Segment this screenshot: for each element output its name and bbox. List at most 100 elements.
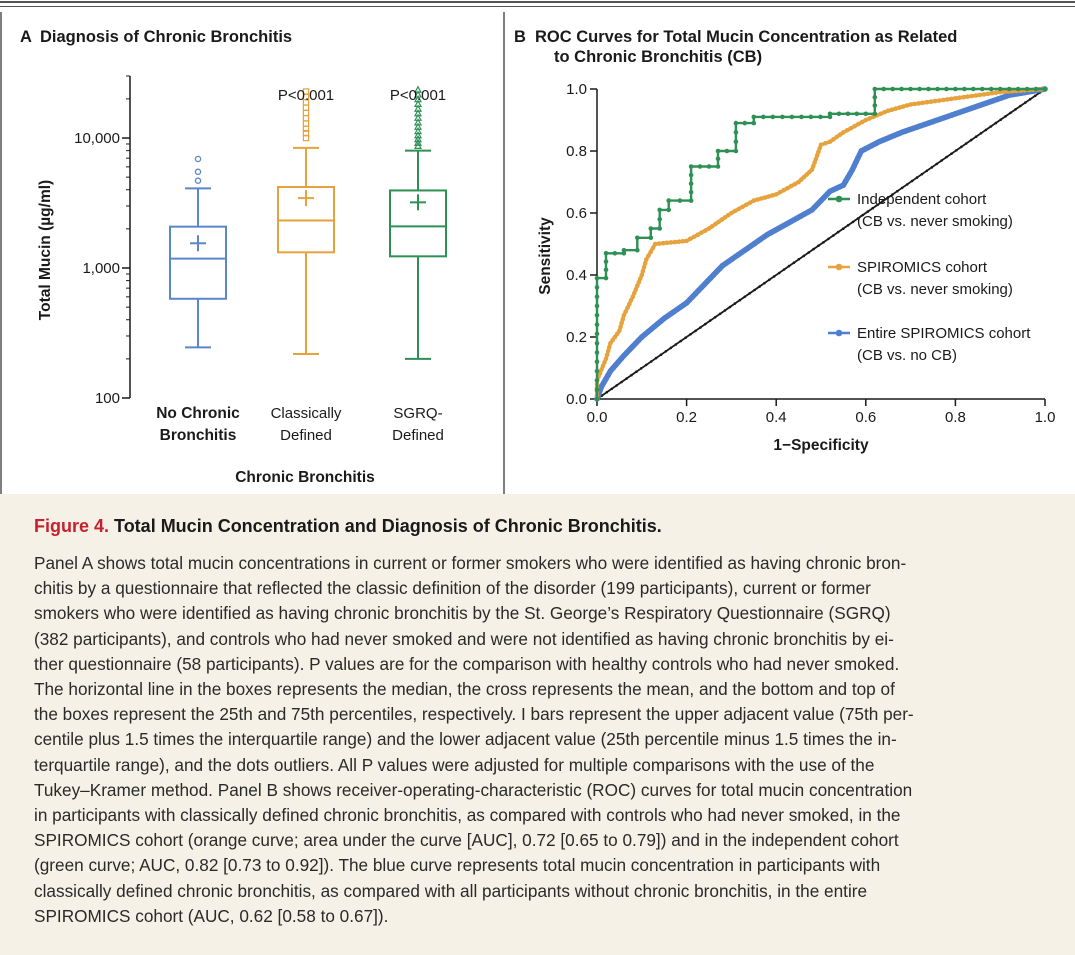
panel-b-point [979, 132, 983, 135]
panel-b-point [792, 261, 796, 264]
panel-a-y-tick-label: 10,000 [74, 130, 120, 147]
panel-b-point [723, 309, 727, 312]
panel-a-outlier [194, 177, 202, 184]
top-rule [0, 1, 1075, 3]
panel-b-point [891, 193, 894, 196]
panel-b-point [603, 267, 609, 273]
panel-b-point [993, 90, 999, 95]
panel-b-point [677, 198, 683, 203]
panel-b-point [738, 298, 742, 302]
panel-b-point [1024, 101, 1027, 104]
panel-b-point [792, 181, 798, 187]
panel-b-point [640, 268, 646, 274]
panel-b-xlabel: 1−Specificity [773, 437, 869, 454]
panel-b-point [676, 239, 682, 244]
panel-b-point [649, 360, 653, 363]
panel-b-point [688, 236, 693, 242]
panel-b-point [605, 390, 609, 394]
panel-b-title-line1: ROC Curves for Total Mucin Concentration… [535, 28, 957, 46]
panel-b-point [856, 217, 860, 220]
panel-b-point [916, 101, 921, 106]
panel-b-point [928, 99, 934, 104]
panel-b-point [709, 224, 715, 229]
panel-a-outlier [302, 88, 310, 95]
panel-b-point [785, 185, 790, 191]
panel-b-point [981, 92, 987, 97]
panel-a-outlier [413, 122, 423, 130]
panel-b-x-tick-label: 0.4 [766, 409, 787, 426]
panel-b-point [897, 105, 902, 110]
panel-b-point [625, 377, 628, 380]
panel-b-point [827, 139, 833, 144]
panel-b-legend-marker [835, 329, 843, 337]
panel-b-y-tick-label: 1.0 [566, 81, 587, 98]
panel-a-xlabel: Chronic Bronchitis [235, 469, 375, 486]
caption-line: classically defined chronic bronchitis, … [34, 880, 868, 901]
panel-b-point [689, 333, 692, 336]
caption-line: in participants with classically defined… [34, 805, 901, 826]
panel-b-point [708, 319, 712, 322]
panel-b-point [872, 95, 878, 100]
panel-a-category-label: SGRQ- [393, 405, 442, 422]
panel-a-outlier [413, 90, 423, 98]
panel-b-point [985, 91, 991, 97]
panel-b-point [697, 164, 703, 169]
panel-b-point [940, 97, 946, 103]
panel-b-point [852, 123, 857, 129]
panel-b-point [789, 114, 795, 120]
panel-b-legend-label: (CB vs. no CB) [857, 347, 957, 364]
panel-b-point [619, 320, 624, 326]
panel-b-point [980, 86, 985, 92]
caption-line: (382 participants), and controls who had… [34, 628, 894, 649]
panel-b-point [953, 86, 958, 92]
panel-b-point [969, 93, 974, 99]
panel-b-point [640, 367, 643, 370]
panel-b-point [621, 247, 627, 253]
panel-b-point [940, 159, 943, 162]
panel-b-point [761, 114, 766, 120]
panel-b-point [872, 86, 878, 92]
panel-b-point [945, 155, 948, 159]
panel-b-point [733, 139, 739, 144]
panel-a-box [389, 189, 447, 258]
panel-b-point [988, 86, 994, 92]
panel-b-legend-label: (CB vs. never smoking) [857, 213, 1013, 230]
panel-b-point [594, 359, 600, 365]
panel-b-y-tick-label: 0.8 [566, 143, 587, 160]
panel-b-point [733, 130, 739, 135]
panel-b-point [748, 292, 751, 295]
panel-b-y-tick-label: 0.4 [566, 267, 587, 284]
panel-a-outlier [302, 129, 310, 137]
panel-b-point [753, 288, 756, 292]
panel-b-point [925, 169, 929, 173]
caption-line: smokers who were identified as having ch… [34, 603, 891, 624]
panel-b-point [777, 190, 783, 195]
panel-b-point [872, 103, 878, 108]
panel-a-outlier [413, 94, 423, 103]
panel-b-point [823, 141, 828, 146]
panel-b-point [920, 100, 926, 106]
panel-b-point [654, 356, 658, 360]
panel-b-point [644, 257, 649, 262]
panel-b-point [818, 114, 823, 120]
panel-b-point [777, 271, 781, 275]
panel-b-ylabel: Sensitivity [537, 217, 554, 295]
panel-b-point [664, 350, 668, 353]
caption-line: SPIROMICS cohort (AUC, 0.62 [0.58 to 0.6… [34, 905, 389, 926]
figure-label: Figure 4. [34, 516, 110, 536]
caption-body: Panel A shows total mucin concentrations… [34, 551, 1044, 929]
panel-b-point [780, 114, 785, 120]
panel-b-point [668, 240, 674, 245]
panel-b-point [889, 107, 895, 112]
panel-b-point [900, 104, 906, 109]
panel-b-point [666, 207, 671, 213]
panel-b-point [743, 295, 746, 299]
panel-b-point [594, 303, 600, 309]
panel-b-point [742, 120, 748, 126]
panel-b-point [969, 138, 973, 142]
panel-b-point [1042, 86, 1048, 92]
panel-b-point [732, 208, 738, 214]
caption-line: ther questionnaire (58 participants). P … [34, 653, 900, 674]
panel-a-outlier [413, 118, 423, 126]
